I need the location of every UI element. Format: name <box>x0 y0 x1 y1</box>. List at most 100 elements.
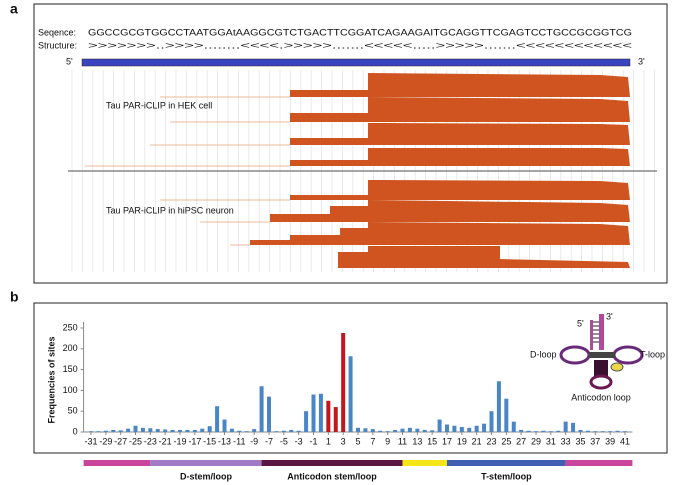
x-tick-label: 25 <box>501 436 511 446</box>
bar <box>222 419 227 432</box>
x-tick-label: -7 <box>265 436 273 446</box>
region-label: T-stem/loop <box>481 471 532 481</box>
x-tick-label: 37 <box>590 436 600 446</box>
inset-label: D-loop <box>530 349 557 359</box>
bar <box>548 431 553 432</box>
hek-coverage <box>85 73 630 167</box>
bar <box>155 429 160 432</box>
structure-label: Structure: <box>38 40 77 50</box>
inset-label: 3' <box>606 311 613 321</box>
y-tick-label: 250 <box>63 322 78 332</box>
bar <box>622 431 627 432</box>
x-tick-label: -23 <box>144 436 157 446</box>
bar <box>281 430 286 432</box>
inset-label: T-loop <box>640 349 665 359</box>
bar <box>185 429 190 432</box>
bar <box>103 430 108 432</box>
x-tick-label: 19 <box>457 436 467 446</box>
x-tick-label: 11 <box>398 436 407 446</box>
bar <box>563 421 568 432</box>
inset-label: Anticodon loop <box>571 392 631 402</box>
panel-label: a <box>10 1 18 17</box>
x-tick-label: -9 <box>250 436 258 446</box>
panel-frame <box>33 3 668 284</box>
bar <box>274 431 279 432</box>
bar <box>533 431 538 432</box>
bar <box>541 430 546 432</box>
bar <box>163 429 168 432</box>
bar <box>311 394 316 432</box>
x-tick-label: 1 <box>326 436 331 446</box>
x-tick-label: 27 <box>516 436 526 446</box>
x-tick-label: 21 <box>472 436 482 446</box>
region-label: Anticodon stem/loop <box>287 471 377 481</box>
bar <box>126 428 131 432</box>
bar <box>482 423 487 432</box>
region <box>446 460 566 466</box>
x-tick-label: 23 <box>486 436 496 446</box>
x-tick-label: 31 <box>546 436 556 446</box>
y-tick-label: 200 <box>63 343 78 353</box>
bar <box>267 396 272 432</box>
x-tick-label: -27 <box>114 436 127 446</box>
five-prime: 5' <box>66 56 73 66</box>
x-tick-label: 15 <box>427 436 437 446</box>
y-tick-label: 0 <box>73 426 78 436</box>
bar <box>393 429 398 432</box>
track-label: Tau PAR-iCLIP in HEK cell <box>106 100 212 110</box>
bar <box>259 386 264 432</box>
bar <box>244 431 249 432</box>
x-tick-label: -13 <box>218 436 231 446</box>
bar <box>356 427 360 432</box>
x-tick-label: -29 <box>99 436 112 446</box>
x-tick-label: -15 <box>203 436 216 446</box>
bar <box>215 406 220 432</box>
bar <box>593 431 598 432</box>
bar <box>511 421 516 432</box>
bar <box>318 393 323 432</box>
x-tick-label: 13 <box>412 436 422 446</box>
bar <box>326 400 331 432</box>
bar <box>133 425 138 432</box>
bar <box>504 398 509 432</box>
bar <box>615 430 620 432</box>
y-tick-label: 150 <box>63 364 78 374</box>
bar <box>348 356 353 432</box>
bar <box>430 430 435 432</box>
x-tick-label: -5 <box>280 436 288 446</box>
bar <box>178 429 183 432</box>
bar <box>200 428 205 432</box>
bar <box>378 430 383 432</box>
panel-label: b <box>10 289 19 305</box>
sequence: GGCCGCGTGGCCTAATGGAtAAGGCGTCTGACTTCGGATC… <box>88 27 632 37</box>
x-tick-label: -31 <box>85 436 98 446</box>
bar <box>496 381 501 432</box>
bar <box>526 430 531 432</box>
bar <box>111 429 116 432</box>
three-prime: 3' <box>638 56 645 66</box>
panel-frame <box>33 302 668 454</box>
bar <box>140 427 145 432</box>
bar <box>192 429 197 432</box>
bar <box>304 411 309 432</box>
track-label: Tau PAR-iCLIP in hiPSC neuron <box>106 205 234 215</box>
x-tick-label: 9 <box>385 436 390 446</box>
sequence-label: Seqence: <box>38 27 76 37</box>
x-tick-label: -11 <box>233 436 245 446</box>
bar <box>437 419 442 432</box>
region <box>565 460 633 466</box>
x-tick-label: 39 <box>605 436 615 446</box>
bar <box>385 431 390 432</box>
bar <box>489 411 494 432</box>
x-tick-label: 5 <box>355 436 360 446</box>
bar <box>519 429 524 432</box>
bar <box>96 431 101 432</box>
x-tick-label: 7 <box>370 436 375 446</box>
x-tick-label: -1 <box>309 436 317 446</box>
bar <box>400 428 405 432</box>
x-tick-label: -17 <box>188 436 201 446</box>
bar <box>608 431 613 432</box>
trna-inset <box>559 314 644 390</box>
region <box>150 460 262 466</box>
